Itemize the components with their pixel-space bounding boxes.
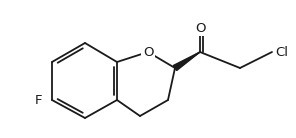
Text: Cl: Cl — [275, 46, 288, 59]
Text: O: O — [195, 22, 205, 34]
Text: O: O — [143, 46, 153, 59]
Polygon shape — [173, 52, 200, 71]
Text: F: F — [34, 94, 42, 107]
